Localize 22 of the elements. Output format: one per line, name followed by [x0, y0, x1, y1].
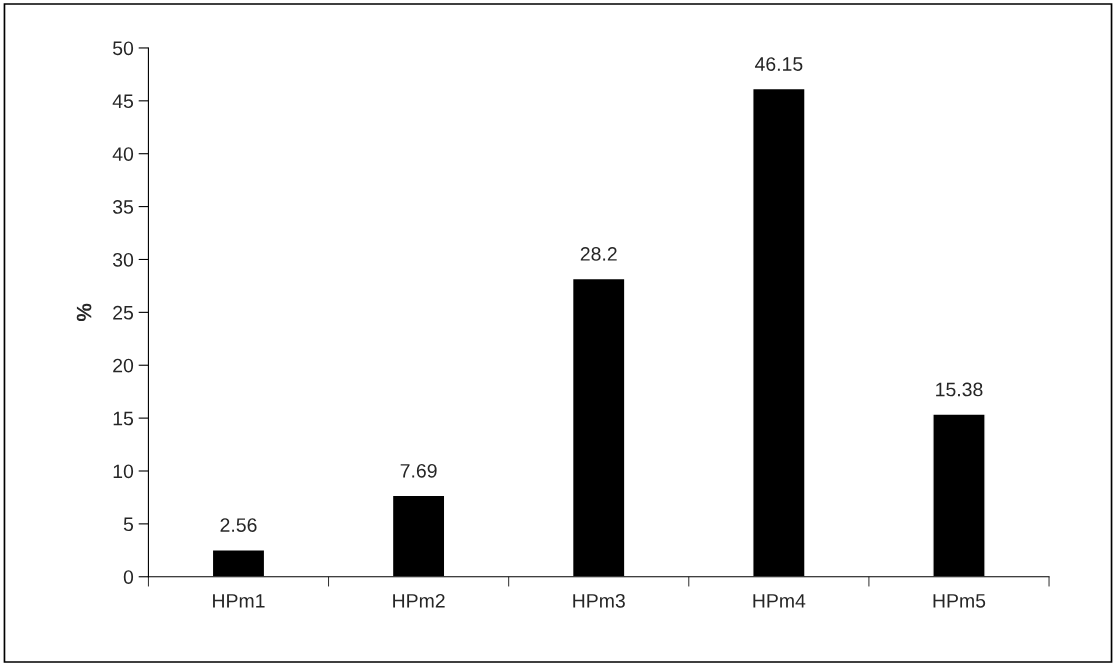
- y-tick-label: 15: [113, 411, 134, 426]
- x-tick-label: HPm5: [933, 594, 986, 608]
- data-label: 46.15: [754, 57, 803, 71]
- data-label: 15.38: [936, 382, 983, 397]
- x-tick-label: HPm4: [753, 594, 806, 608]
- y-tick-label: 25: [113, 305, 134, 320]
- y-tick-label: 45: [112, 94, 134, 109]
- y-tick-label: 40: [112, 147, 134, 161]
- data-label: 2.56: [220, 518, 257, 532]
- y-tick-label: 30: [112, 252, 134, 267]
- y-tick-label: 5: [123, 517, 134, 532]
- y-axis-title: %: [76, 303, 92, 322]
- x-tick-label: HPm1: [213, 594, 265, 608]
- y-tick-label: 10: [113, 464, 134, 479]
- y-tick-label: 0: [123, 570, 134, 584]
- x-tick-label: HPm3: [573, 593, 625, 608]
- data-label: 28.2: [580, 247, 617, 261]
- y-tick-label: 35: [112, 200, 134, 214]
- y-tick-label: 50: [113, 41, 134, 56]
- x-tick-label: HPm2: [393, 593, 445, 608]
- y-tick-label: 20: [113, 358, 134, 373]
- data-label: 7.69: [400, 463, 437, 478]
